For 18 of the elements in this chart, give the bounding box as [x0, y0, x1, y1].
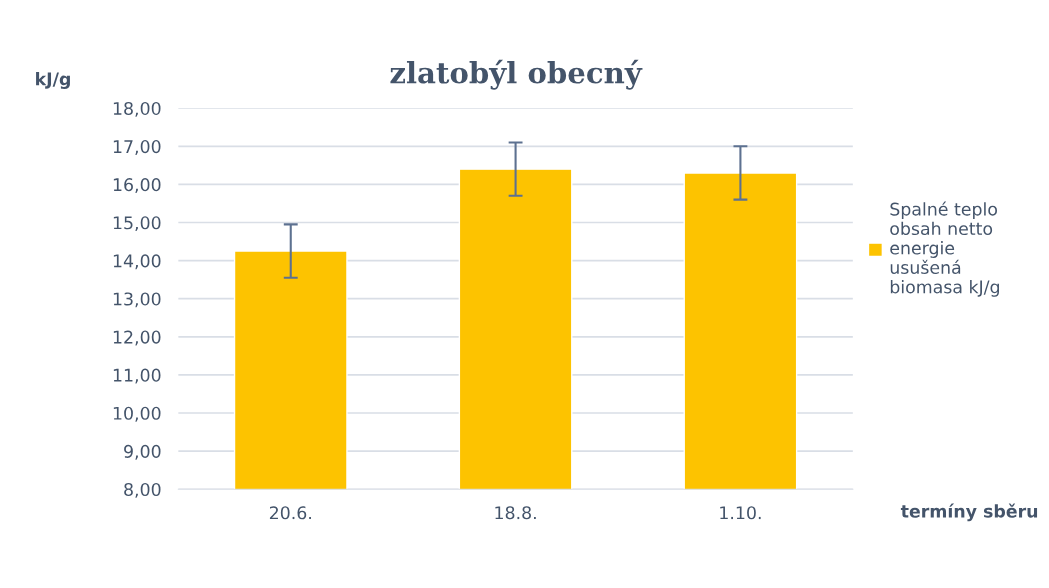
x-tick-label: 20.6. — [269, 506, 311, 520]
y-tick-label: 17,00 — [113, 140, 161, 155]
y-tick-label: 16,00 — [113, 178, 161, 194]
y-tick-label: 8,00 — [124, 482, 161, 498]
y-tick-label: 11,00 — [113, 368, 161, 384]
legend-label: Spalné teplo obsah netto energie usušená biomasa kJ/g — [890, 201, 999, 297]
y-tick-label: 13,00 — [113, 292, 161, 308]
x-tick-label: 18.8. — [495, 506, 536, 520]
y-tick-label: 18,00 — [113, 101, 161, 117]
y-tick-label: 12,00 — [113, 330, 161, 346]
y-tick-label: 10,00 — [113, 406, 161, 422]
x-tick-label: 1.10. — [720, 506, 761, 520]
x-axis-title: termíny sběru — [900, 503, 1038, 522]
y-axis-title: kJ/g — [36, 72, 70, 90]
chart-title: zlatobýl obecný — [390, 59, 643, 90]
y-tick-label: 9,00 — [124, 444, 161, 460]
y-tick-label: 15,00 — [113, 216, 161, 232]
y-tick-label: 14,00 — [113, 254, 161, 270]
